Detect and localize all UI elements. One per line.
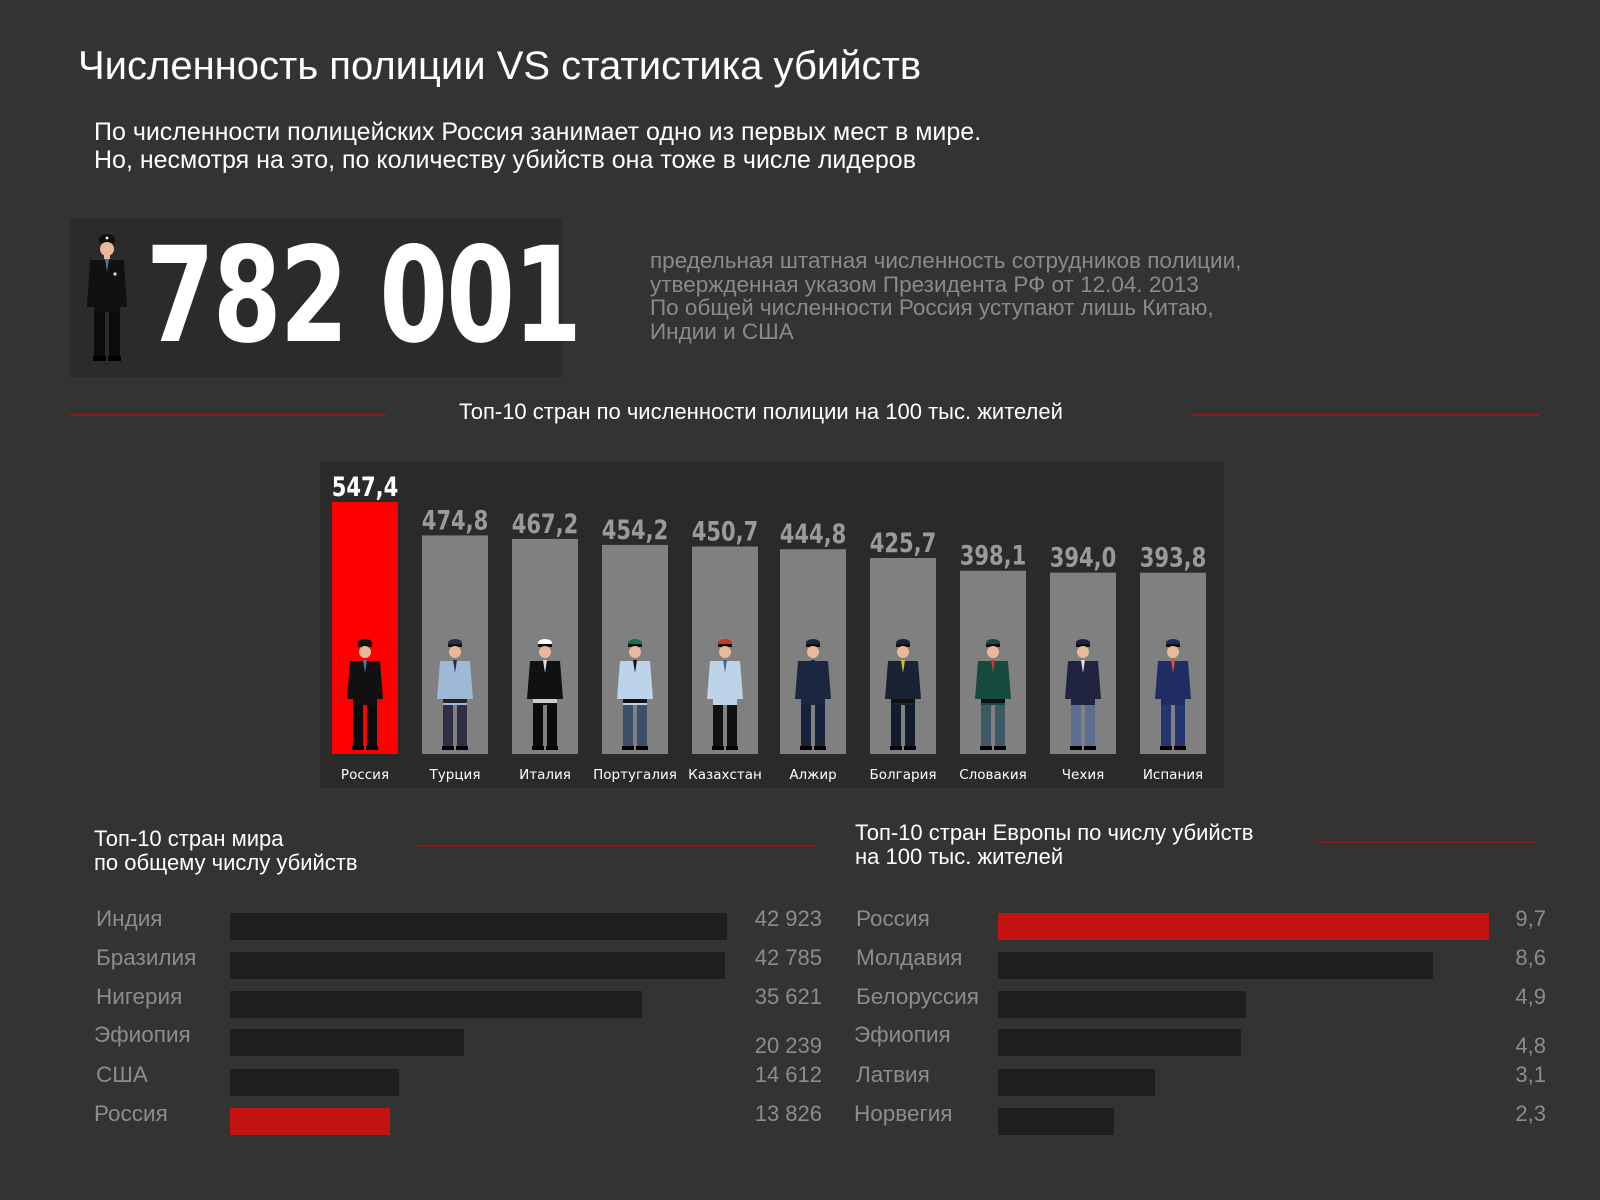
bar-value-label-8: 394,0: [1050, 542, 1117, 573]
hbar-3: [998, 1029, 1241, 1056]
bar-value-label-0: 547,4: [332, 471, 399, 502]
row-label-4: США: [96, 1062, 148, 1087]
hero-police-count: 782 001: [146, 219, 582, 373]
row-value-0: 42 923: [754, 906, 822, 931]
row-label-4: Латвия: [856, 1062, 930, 1087]
row-value-1: 42 785: [754, 945, 822, 970]
subtitle-line-1: По численности полицейских Россия занима…: [94, 118, 982, 146]
divider-europe: [1318, 841, 1538, 843]
officer-turkey-icon: [437, 639, 473, 750]
officer-kazakhstan-icon: [707, 639, 743, 750]
europe-murders-title: Топ-10 стран Европы по числу убийств на …: [855, 821, 1253, 869]
country-label-0: Россия: [341, 767, 389, 783]
hbar-0: [230, 913, 727, 940]
hbar-1: [998, 952, 1434, 979]
bar-value-label-7: 398,1: [960, 540, 1027, 571]
officer-bulgaria-icon: [885, 639, 921, 750]
world-murders-title-line-2: по общему числу убийств: [94, 850, 358, 875]
world-murders-title: Топ-10 стран мира по общему числу убийст…: [94, 827, 358, 875]
hero-desc-line-1: предельная штатная численность сотрудник…: [650, 248, 1242, 273]
bar-value-label-3: 454,2: [602, 514, 669, 545]
bar-value-label-9: 393,8: [1140, 542, 1207, 573]
hbar-4: [230, 1069, 400, 1096]
hbar-4: [998, 1069, 1155, 1096]
row-value-3: 20 239: [754, 1033, 822, 1058]
country-label-5: Алжир: [789, 767, 836, 783]
row-label-1: Бразилия: [96, 945, 197, 970]
officer-russia-icon: [87, 234, 127, 361]
divider-world: [418, 845, 816, 847]
page-subtitle: По численности полицейских Россия занима…: [94, 118, 981, 174]
country-label-3: Португалия: [593, 767, 677, 783]
hero-desc-line-4: Индии и США: [650, 318, 794, 344]
bar-0: [332, 502, 398, 754]
row-value-2: 4,9: [1515, 984, 1546, 1009]
police-bar-chart: 547,4 Россия 474,8 Турция 467,2 Италия 454,2 По…: [332, 471, 1207, 783]
europe-murders-title-line-2: на 100 тыс. жителей: [855, 844, 1064, 869]
officer-portugal-icon: [617, 639, 653, 750]
country-label-2: Италия: [519, 767, 571, 783]
row-value-5: 2,3: [1515, 1101, 1546, 1126]
country-label-1: Турция: [429, 767, 481, 783]
row-label-1: Молдавия: [856, 945, 963, 970]
row-value-4: 14 612: [754, 1062, 822, 1087]
row-label-2: Нигерия: [96, 984, 183, 1009]
police-chart-panel: 547,4 Россия 474,8 Турция 467,2 Италия 454,2 По…: [320, 462, 1224, 788]
hbar-0: [998, 913, 1489, 940]
officer-italy-icon: [527, 639, 563, 750]
row-label-2: Белоруссия: [856, 984, 979, 1009]
country-label-8: Чехия: [1062, 767, 1104, 783]
officer-spain-icon: [1155, 639, 1191, 750]
officer-algeria-icon: [795, 639, 831, 750]
bar-value-label-2: 467,2: [512, 508, 579, 539]
hbar-1: [230, 952, 726, 979]
hbar-3: [230, 1029, 465, 1056]
hbar-2: [230, 991, 643, 1018]
row-value-3: 4,8: [1515, 1033, 1546, 1058]
hero-desc-line-2: утвержденная указом Президента РФ от 12.…: [650, 271, 1199, 297]
row-value-5: 13 826: [754, 1101, 822, 1126]
officer-czech-icon: [1065, 639, 1101, 750]
row-label-5: Норвегия: [854, 1101, 953, 1126]
officer-slovakia-icon: [975, 639, 1011, 750]
row-label-3: Эфиопия: [94, 1022, 191, 1047]
subtitle-line-2: Но, несмотря на это, по количеству убийс…: [94, 146, 916, 174]
divider-right: [1192, 414, 1540, 416]
country-label-7: Словакия: [959, 767, 1027, 783]
bar-value-label-5: 444,8: [780, 519, 847, 550]
europe-murders-title-line-1: Топ-10 стран Европы по числу убийств: [855, 820, 1254, 845]
row-value-2: 35 621: [754, 984, 822, 1009]
row-value-1: 8,6: [1515, 945, 1546, 970]
bar-value-label-6: 425,7: [870, 527, 937, 558]
hero-description: предельная штатная численность сотрудник…: [650, 249, 1241, 343]
row-label-3: Эфиопия: [854, 1022, 951, 1047]
divider-left: [70, 414, 386, 416]
row-value-4: 3,1: [1515, 1062, 1546, 1087]
officer-russia-icon: [347, 639, 383, 750]
hero-panel: [70, 219, 562, 377]
hbar-5: [230, 1108, 391, 1135]
row-label-0: Индия: [96, 906, 163, 931]
page-title: Численность полиции VS статистика убийст…: [78, 44, 922, 88]
country-label-6: Болгария: [870, 767, 937, 783]
country-label-9: Испания: [1143, 767, 1203, 783]
bar-value-label-4: 450,7: [692, 516, 759, 547]
country-label-4: Казахстан: [688, 767, 762, 783]
row-label-0: Россия: [856, 906, 930, 931]
world-murders-title-line-1: Топ-10 стран мира: [94, 826, 284, 851]
hbar-2: [998, 991, 1247, 1018]
police-chart-title: Топ-10 стран по численности полиции на 1…: [459, 399, 1063, 424]
hbar-5: [998, 1108, 1115, 1135]
row-label-5: Россия: [94, 1101, 168, 1126]
hero-desc-line-3: По общей численности Россия уступают лиш…: [650, 295, 1214, 320]
row-value-0: 9,7: [1515, 906, 1546, 931]
bar-value-label-1: 474,8: [422, 505, 489, 536]
